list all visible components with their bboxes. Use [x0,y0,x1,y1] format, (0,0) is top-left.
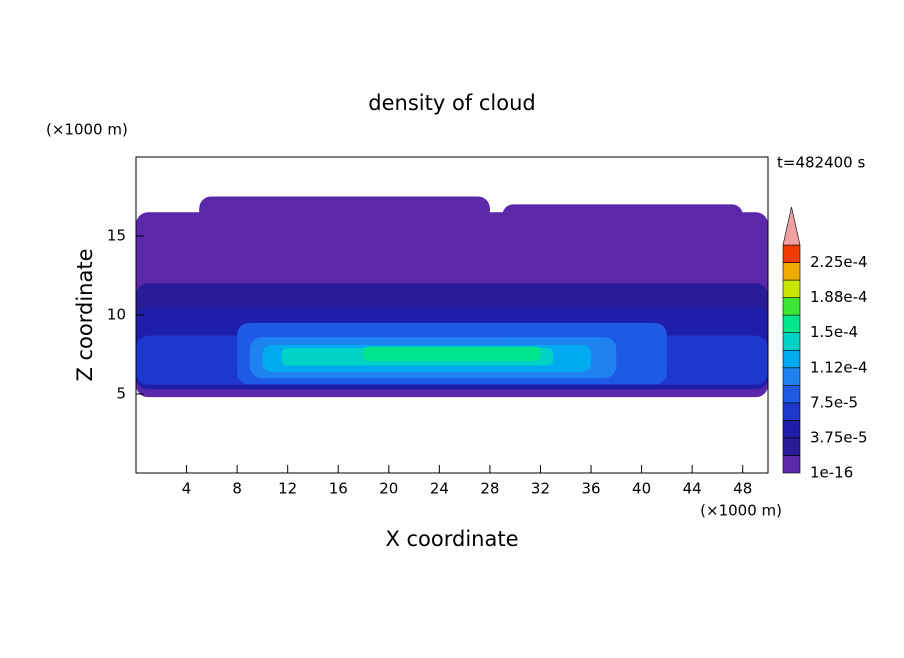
colorbar-label: 1.5e-4 [810,323,858,341]
x-tick-label: 16 [329,480,348,498]
contour-region [199,196,490,236]
colorbar-label: 1e-16 [810,464,853,482]
contour-region [363,346,541,361]
colorbar-band [782,332,801,351]
x-unit: (×1000 m) [700,502,782,520]
colorbar-band [782,279,801,298]
y-axis-label: Z coordinate [73,248,97,381]
colorbar-band [782,437,801,456]
x-tick-label: 32 [531,480,550,498]
colorbar-label: 3.75e-5 [810,428,868,446]
colorbar-band [782,367,801,386]
colorbar-extend [782,206,801,246]
time-label: t=482400 s [777,154,865,172]
colorbar-band [782,402,801,421]
x-tick-label: 8 [232,480,242,498]
x-tick-label: 24 [430,480,449,498]
colorbar-band [782,420,801,439]
y-tick-label: 10 [107,306,126,324]
colorbar-label: 7.5e-5 [810,393,858,411]
x-tick-label: 20 [379,480,398,498]
y-tick-label: 5 [116,385,126,403]
colorbar-label: 1.88e-4 [810,288,868,306]
colorbar-band [782,455,801,474]
contour-region [502,204,743,236]
x-tick-label: 44 [683,480,702,498]
x-tick-label: 48 [733,480,752,498]
colorbar-label: 1.12e-4 [810,358,868,376]
y-tick-label: 15 [107,227,126,245]
x-tick-label: 4 [182,480,192,498]
x-tick-label: 36 [581,480,600,498]
colorbar-band [782,244,801,263]
x-axis-label: X coordinate [385,527,518,551]
colorbar-band [782,385,801,404]
colorbar-label: 2.25e-4 [810,253,868,271]
x-tick-label: 40 [632,480,651,498]
x-tick-label: 12 [278,480,297,498]
x-tick-label: 28 [480,480,499,498]
colorbar-band [782,262,801,281]
y-unit: (×1000 m) [46,121,128,139]
colorbar-band [782,349,801,369]
chart-title: density of cloud [368,91,535,115]
colorbar-band [782,297,801,316]
colorbar-band [782,314,801,333]
